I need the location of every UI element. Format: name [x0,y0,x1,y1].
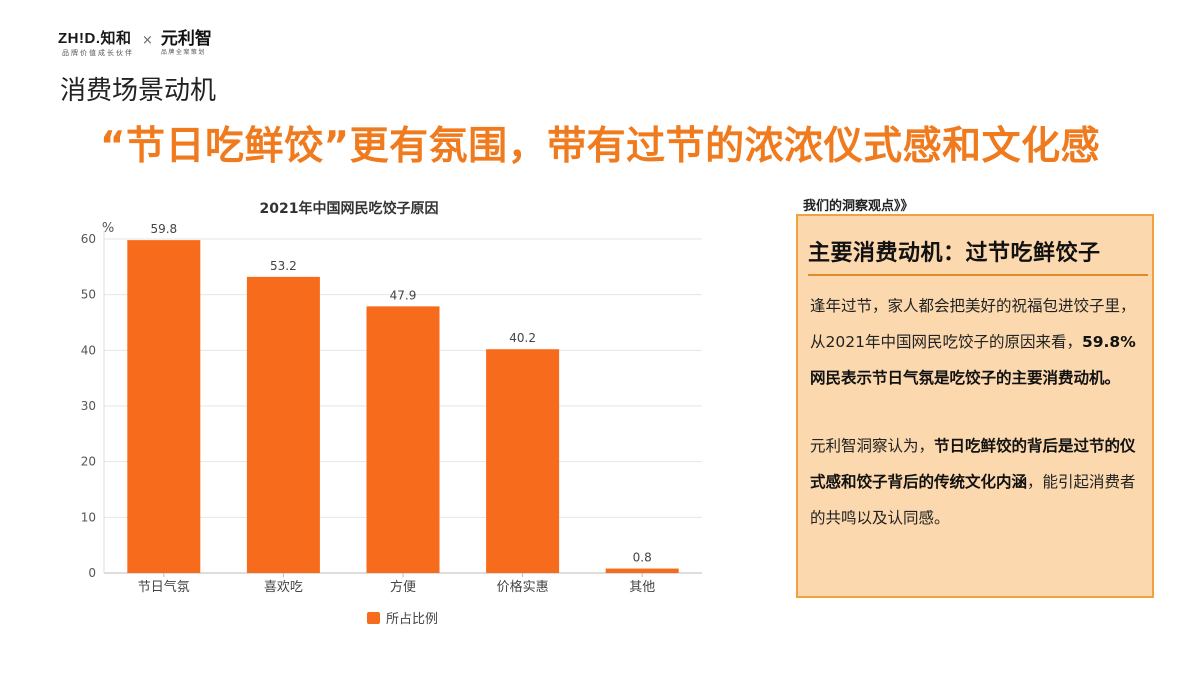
insight-paragraph-1: 逢年过节，家人都会把美好的祝福包进饺子里，从2021年中国网民吃饺子的原因来看，… [810,288,1150,396]
y-tick-label: 20 [81,455,96,469]
ylz-logo-text: 元利智 [160,29,212,49]
bar-value-label: 47.9 [390,288,417,302]
bar[interactable] [366,306,440,573]
bar-value-label: 0.8 [633,551,652,565]
section-title: 消费场景动机 [60,76,217,106]
zhid-logo: ZH!D.知和 品牌价值成长伙伴 [58,30,134,58]
ylz-logo-tagline: 品牌全案策划 [160,49,206,56]
logo-separator: × [142,33,153,48]
zhid-logo-tagline: 品牌价值成长伙伴 [62,49,134,57]
insight-p2-intro: 元利智洞察认为， [810,437,935,455]
zhid-logo-text: ZH!D.知和 [58,30,132,47]
x-category-label: 方便 [390,579,416,595]
insight-p1-text: 逢年过节，家人都会把美好的祝福包进饺子里，从2021年中国网民吃饺子的原因来看， [810,297,1136,351]
insight-panel: 主要消费动机：过节吃鲜饺子 逢年过节，家人都会把美好的祝福包进饺子里，从2021… [796,214,1154,598]
bar-value-label: 40.2 [509,331,536,345]
chart-svg: 2021年中国网民吃饺子原因 % 0 10 20 30 40 50 60 59.8 节日气氛 5… [81,200,702,627]
bar[interactable] [246,276,320,573]
x-category-label: 喜欢吃 [264,579,303,595]
insight-p2-highlight: 节日吃鲜饺的背后是过节的仪式感和饺子背后的传统文化内涵 [810,437,1136,491]
insight-body: 逢年过节，家人都会把美好的祝福包进饺子里，从2021年中国网民吃饺子的原因来看，… [810,288,1150,536]
logo-bar: ZH!D.知和 品牌价值成长伙伴 × 元利智 品牌全案策划 [58,30,212,64]
y-tick-label: 30 [81,399,96,413]
chart-title: 2021年中国网民吃饺子原因 [260,200,439,217]
bar-value-label: 53.2 [270,259,297,273]
x-category-label: 价格实惠 [497,579,549,595]
bar[interactable] [127,240,201,573]
bar[interactable] [486,349,560,573]
y-tick-label: 0 [88,566,96,580]
x-category-label: 其他 [629,580,655,595]
insight-label: 我们的洞察观点》》 [803,199,914,214]
y-axis-unit: % [102,221,114,236]
insight-p1-highlight: 59.8%网民表示节日气氛是吃饺子的主要消费动机。 [810,333,1136,387]
headline: “节日吃鲜饺”更有氛围，带有过节的浓浓仪式感和文化感 [99,124,1101,169]
chart-legend[interactable]: 所占比例 [367,612,438,627]
insight-title: 主要消费动机：过节吃鲜饺子 [808,241,1101,266]
y-tick-label: 40 [81,343,96,357]
legend-swatch [367,612,380,624]
x-category-label: 节日气氛 [138,579,190,595]
insight-paragraph-2: 元利智洞察认为，节日吃鲜饺的背后是过节的仪式感和饺子背后的传统文化内涵，能引起消… [810,428,1150,536]
bar-value-label: 59.8 [150,222,177,236]
y-tick-label: 50 [81,288,96,302]
insight-divider [808,274,1148,276]
y-tick-label: 10 [81,510,96,524]
y-tick-label: 60 [81,232,96,246]
ylz-logo: 元利智 品牌全案策划 [161,30,212,57]
bar[interactable] [605,568,679,573]
bar-chart: 2021年中国网民吃饺子原因 % 0 10 20 30 40 50 60 59.8 节日气氛 5… [70,192,730,637]
legend-label: 所占比例 [386,612,438,627]
insight-p2-outro: ，能引起消费者的共鸣以及认同感。 [810,473,1136,527]
